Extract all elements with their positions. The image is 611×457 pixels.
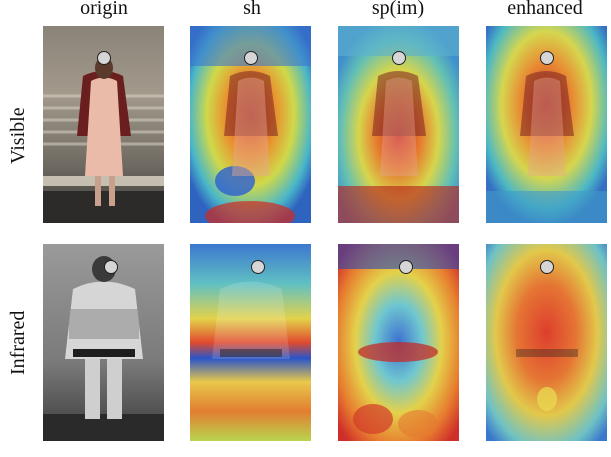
infrared-sh-heatmap (190, 244, 311, 441)
column-title-sp-im: sp(im) (371, 0, 425, 19)
visible-sp-im-heatmap (338, 26, 459, 223)
column-title-sh: sh (243, 0, 261, 19)
column-title-origin: origin (80, 0, 128, 19)
circle-marker-icon (540, 51, 554, 65)
circle-marker-icon (97, 51, 111, 65)
circle-marker-icon (244, 51, 258, 65)
visible-origin-image (43, 26, 164, 223)
circle-marker-icon (392, 51, 406, 65)
infrared-sp-im-heatmap (338, 244, 459, 441)
circle-marker-icon (251, 260, 265, 274)
column-title-enhanced: enhanced (507, 0, 583, 19)
row-title-infrared: Infrared (7, 310, 29, 375)
infrared-origin-image (43, 244, 164, 441)
circle-marker-icon (399, 260, 413, 274)
circle-marker-icon (104, 260, 118, 274)
visible-enhanced-heatmap (486, 26, 607, 223)
visible-sh-heatmap (190, 26, 311, 223)
row-title-visible: Visible (7, 107, 29, 164)
circle-marker-icon (540, 260, 554, 274)
infrared-enhanced-heatmap (486, 244, 607, 441)
